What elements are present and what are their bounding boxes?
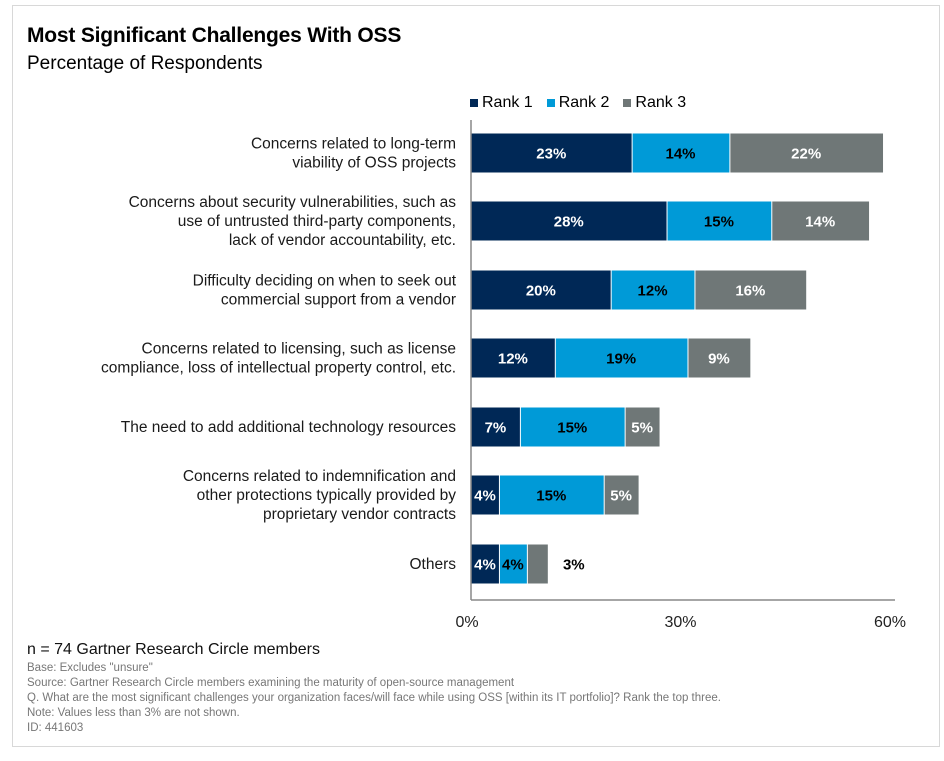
footer: n = 74 Gartner Research Circle members B… (27, 641, 721, 736)
x-tick-label: 60% (874, 614, 906, 631)
data-label: 3% (563, 557, 585, 574)
data-label: 12% (498, 351, 528, 368)
sample-size-note: n = 74 Gartner Research Circle members (27, 641, 320, 658)
category-label: viability of OSS projects (292, 155, 456, 172)
id-note: ID: 441603 (27, 722, 84, 734)
bar-rank-2 (611, 270, 695, 310)
data-label: 9% (708, 351, 730, 368)
legend-item-rank-2: Rank 2 (546, 94, 610, 112)
data-label: 7% (485, 420, 507, 437)
base-note: Base: Excludes "unsure" (27, 662, 153, 674)
x-tick-label: 0% (455, 614, 478, 631)
bar-rank-1 (471, 133, 632, 173)
legend-item-rank-1: Rank 1 (470, 94, 533, 112)
category-label: commercial support from a vendor (221, 292, 456, 309)
bar-rank-1 (471, 407, 520, 447)
category-label: Concerns related to indemnification and (183, 468, 456, 485)
bar-rank-2 (499, 544, 527, 584)
data-label: 4% (474, 488, 496, 505)
bar-rank-2 (632, 133, 730, 173)
legend: Rank 1 Rank 2 Rank 3 (470, 94, 686, 112)
category-label: other protections typically provided by (197, 487, 457, 504)
category-label: Concerns related to licensing, such as l… (142, 341, 456, 358)
legend-swatch-rank-3 (623, 99, 632, 107)
chart-subtitle: Percentage of Respondents (27, 53, 263, 74)
legend-label: Rank 3 (635, 94, 687, 111)
bar-rank-2 (667, 201, 772, 241)
data-label: 15% (557, 420, 587, 437)
bar-rank-2 (520, 407, 625, 447)
legend-swatch-rank-1 (470, 99, 478, 107)
category-label: use of untrusted third-party components, (178, 213, 456, 230)
bar-rank-1 (471, 270, 611, 310)
legend-label: Rank 1 (482, 94, 533, 111)
data-label: 22% (791, 146, 821, 163)
category-label: Difficulty deciding on when to seek out (193, 273, 457, 290)
question-note: Q. What are the most significant challen… (27, 692, 721, 704)
data-label: 14% (665, 146, 695, 163)
bar-rank-3 (604, 475, 639, 515)
data-label: 19% (606, 351, 636, 368)
source-note: Source: Gartner Research Circle members … (27, 677, 515, 689)
data-label: 14% (805, 214, 835, 231)
data-label: 12% (638, 283, 668, 300)
bar-rank-3 (772, 201, 870, 241)
data-label: 16% (735, 283, 765, 300)
category-label: Concerns about security vulnerabilities,… (129, 194, 457, 211)
bar-rank-3 (625, 407, 660, 447)
category-label: Others (409, 556, 456, 573)
bar-rank-3 (695, 270, 807, 310)
bar-rank-1 (471, 201, 667, 241)
data-label: 4% (474, 557, 496, 574)
data-label: 28% (554, 214, 584, 231)
data-label: 5% (610, 488, 632, 505)
category-label: proprietary vendor contracts (263, 506, 456, 523)
category-label: lack of vendor accountability, etc. (229, 232, 456, 249)
x-tick-label: 30% (664, 614, 696, 631)
bar-rank-1 (471, 475, 499, 515)
data-label: 23% (536, 146, 566, 163)
data-label: 4% (502, 557, 524, 574)
legend-label: Rank 2 (558, 94, 610, 111)
data-label: 5% (631, 420, 653, 437)
bar-rank-3 (688, 338, 751, 378)
data-label: 20% (526, 283, 556, 300)
category-label: Concerns related to long-term (251, 136, 456, 153)
bar-rank-3 (730, 133, 884, 173)
legend-item-rank-3: Rank 3 (623, 94, 686, 112)
bar-rank-2 (499, 475, 604, 515)
legend-swatch-rank-2 (546, 99, 555, 107)
category-label: compliance, loss of intellectual propert… (101, 360, 456, 377)
chart-title: Most Significant Challenges With OSS (27, 24, 402, 47)
values-note: Note: Values less than 3% are not shown. (27, 707, 240, 719)
bar-rank-1 (471, 544, 499, 584)
bar-rank-2 (555, 338, 688, 378)
bar-rank-3 (527, 544, 548, 584)
bar-rank-1 (471, 338, 555, 378)
category-label: The need to add additional technology re… (121, 419, 456, 436)
data-label: 15% (536, 488, 566, 505)
data-label: 15% (704, 214, 734, 231)
